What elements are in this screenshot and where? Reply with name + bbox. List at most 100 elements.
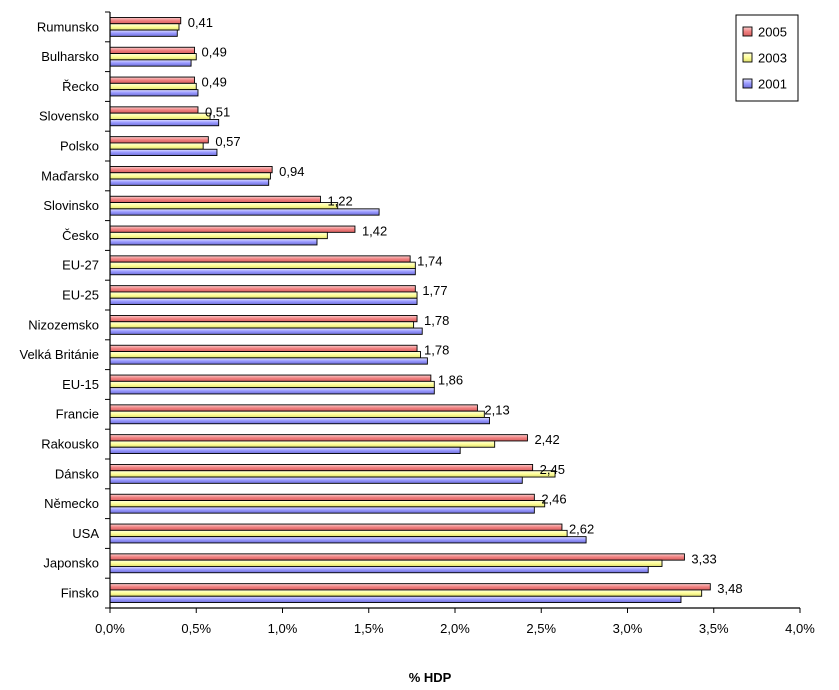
bar-2001-2 [109,89,199,97]
bar-2001-10 [109,327,423,335]
bar-2001-0 [109,29,178,37]
category-label: Česko [62,228,99,243]
x-tick-label: 2,5% [526,621,556,636]
y-axis: Rumunsko Bulharsko Řecko Slovensko Polsko Maď… [20,11,111,609]
category-label: Slovinsko [43,198,99,213]
bar-2001-1 [109,59,192,67]
bar-2003-16 [109,500,546,508]
legend-swatch-2001 [742,78,753,89]
bar-2005-6 [109,195,321,204]
data-label: 1,78 [424,313,449,328]
category-label: Rumunsko [37,19,99,34]
bars [109,17,711,604]
legend: 2005 2003 2001 [735,14,799,102]
data-label: 0,49 [202,74,227,89]
legend-swatch-2005 [742,26,753,37]
x-tick-label: 4,0% [785,621,815,636]
bar-2001-14 [109,446,461,455]
category-label: Řecko [62,79,99,94]
category-label: Polsko [60,139,99,154]
bar-2001-9 [109,297,418,306]
x-tick-label: 3,0% [613,621,643,636]
bar-2005-17 [109,523,563,531]
data-label: 2,62 [569,521,594,536]
bar-2005-1 [109,46,195,55]
bar-2001-13 [109,417,490,425]
bar-2005-15 [109,464,534,472]
data-label: 2,13 [484,402,509,417]
data-label: 0,49 [202,45,227,60]
category-label: Japonsko [43,556,99,571]
category-label: Dánsko [55,466,99,481]
bar-2003-1 [109,53,197,61]
bar-2005-3 [109,106,199,114]
category-label: Maďarsko [41,168,99,183]
category-label: Finsko [61,586,99,601]
x-tick-label: 3,5% [699,621,729,636]
legend-label: 2001 [758,76,787,91]
bar-2005-13 [109,404,478,412]
x-tick-label: 2,0% [440,621,470,636]
data-label: 1,42 [362,223,387,238]
x-tick-label: 1,0% [268,621,298,636]
data-label: 1,78 [424,343,449,358]
bar-2005-4 [109,136,209,144]
bar-2005-10 [109,315,418,323]
bar-2005-7 [109,225,356,233]
bar-2005-19 [109,583,711,591]
bar-2003-19 [109,589,703,597]
bar-2003-13 [109,410,485,418]
data-label: 1,86 [438,372,463,387]
bar-2005-8 [109,255,411,263]
legend-label: 2003 [758,50,787,65]
bar-2003-15 [109,470,556,478]
x-axis-title: % HDP [409,670,452,685]
bar-2003-7 [109,231,328,240]
bar-2003-4 [109,142,204,150]
bar-2001-5 [109,178,270,186]
x-tick-label: 0,5% [181,621,211,636]
bar-2003-8 [109,261,416,269]
bar-2005-12 [109,374,432,382]
x-axis: 0,0% 0,5% 1,0% 1,5% 2,0% 2,5% 3,0% 3,5% 4,0% [95,607,815,636]
bar-2001-6 [109,208,380,216]
data-label: 0,51 [205,104,230,119]
category-label: Slovensko [39,109,99,124]
bar-2003-17 [109,529,568,538]
category-label: Velká Británie [20,347,100,362]
legend-swatch-2003 [742,52,753,63]
category-label: USA [72,526,99,541]
bar-2001-19 [109,595,682,604]
bar-2003-18 [109,559,663,567]
bar-2005-2 [109,76,195,84]
bar-2001-15 [109,476,523,484]
bar-2003-9 [109,291,418,299]
bar-2003-12 [109,380,435,389]
bar-2003-11 [109,351,421,359]
data-label: 0,94 [279,164,304,179]
data-label: 2,46 [541,492,566,507]
data-label: 3,48 [717,581,742,596]
bar-2005-18 [109,553,685,561]
data-labels: 0,41 0,49 0,49 0,51 0,57 0,94 1,22 1,42 1,74 1,77… [188,15,743,596]
bar-2003-14 [109,440,496,448]
bar-2001-11 [109,357,428,365]
bar-2001-8 [109,268,416,276]
category-label: EU-25 [62,288,99,303]
bar-2001-18 [109,566,649,574]
bar-2003-10 [109,321,415,329]
bar-2005-9 [109,285,416,293]
x-tick-label: 1,5% [354,621,384,636]
data-label: 0,57 [215,134,240,149]
legend-label: 2005 [758,24,787,39]
bar-2003-2 [109,82,197,91]
category-label: EU-27 [62,258,99,273]
category-label: Francie [56,407,99,422]
bar-2003-5 [109,172,271,180]
bar-2005-5 [109,165,273,174]
bar-2005-14 [109,434,528,442]
data-label: 2,45 [540,462,565,477]
bar-2005-0 [109,17,182,25]
bar-2001-16 [109,506,535,514]
data-label: 2,42 [534,432,559,447]
